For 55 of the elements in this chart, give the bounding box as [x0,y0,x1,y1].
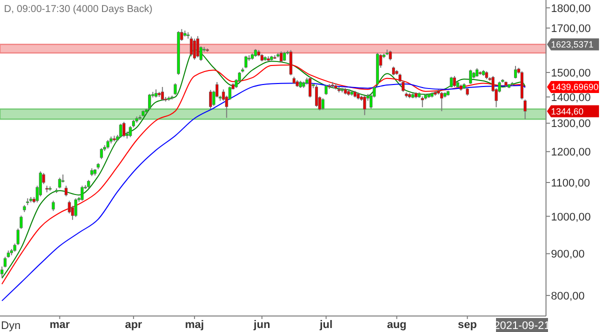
x-tick-label: apr [124,319,143,331]
x-tick-label: mar [50,319,71,331]
candlestick [308,76,312,98]
y-tick-label: 1400,00 [551,92,591,104]
text: Dyn [1,320,21,332]
y-tick-label: 800,00 [551,290,585,302]
candlestick [289,50,292,76]
candlestick [58,177,62,189]
candlestick [514,65,518,79]
x-tick-label: maj [185,319,204,331]
y-tick-label: 900,00 [551,248,585,261]
text: 1344,60 [551,106,584,116]
x-tick-label: sep [458,319,478,331]
candlestick [52,200,55,212]
candlestick [282,51,286,62]
candlestick [244,55,248,69]
candlestick [324,84,328,96]
candlestick [20,215,23,230]
candlestick [450,76,453,88]
y-tick-label: 1000,00 [551,211,591,224]
y-tick-label: 1700,00 [551,23,591,36]
candlestick [420,96,424,108]
x-tick-label: jun [252,319,270,331]
candlestick [160,86,164,102]
y-tick-label: 1500,00 [551,67,591,80]
candlestick [148,93,152,110]
candlestick [280,50,283,64]
x-tick-label: aug [386,319,407,331]
candlestick [209,89,212,110]
x-tick-label: jul [318,319,333,331]
candlestick [119,123,122,138]
candlestick [64,185,68,197]
candlestick [440,91,444,112]
candlestick [190,36,193,57]
candlestick [122,121,126,138]
candlestick [469,69,472,85]
y-tick-label: 1800,00 [551,2,591,15]
candlestick [321,98,324,110]
candlestick [100,148,103,160]
candlestick [74,198,78,218]
candlestick [80,185,84,202]
candlestick [388,50,392,61]
candlestick [314,84,318,108]
candlestick [193,38,196,60]
candlestick [524,98,527,120]
candlestick [453,76,456,88]
candlestick [174,82,177,96]
y-tick-label: 1100,00 [551,177,590,190]
text: 1439,69690 [551,82,599,92]
y-tick-label: 1200,00 [551,146,591,159]
candlestick [196,36,200,58]
candlestick [363,95,366,116]
band-label: 1623,5371 [551,40,594,50]
chart-title: D, 09:00-17:30 (4000 Days Back) [4,4,152,15]
y-tick-label: 1300,00 [551,118,591,130]
